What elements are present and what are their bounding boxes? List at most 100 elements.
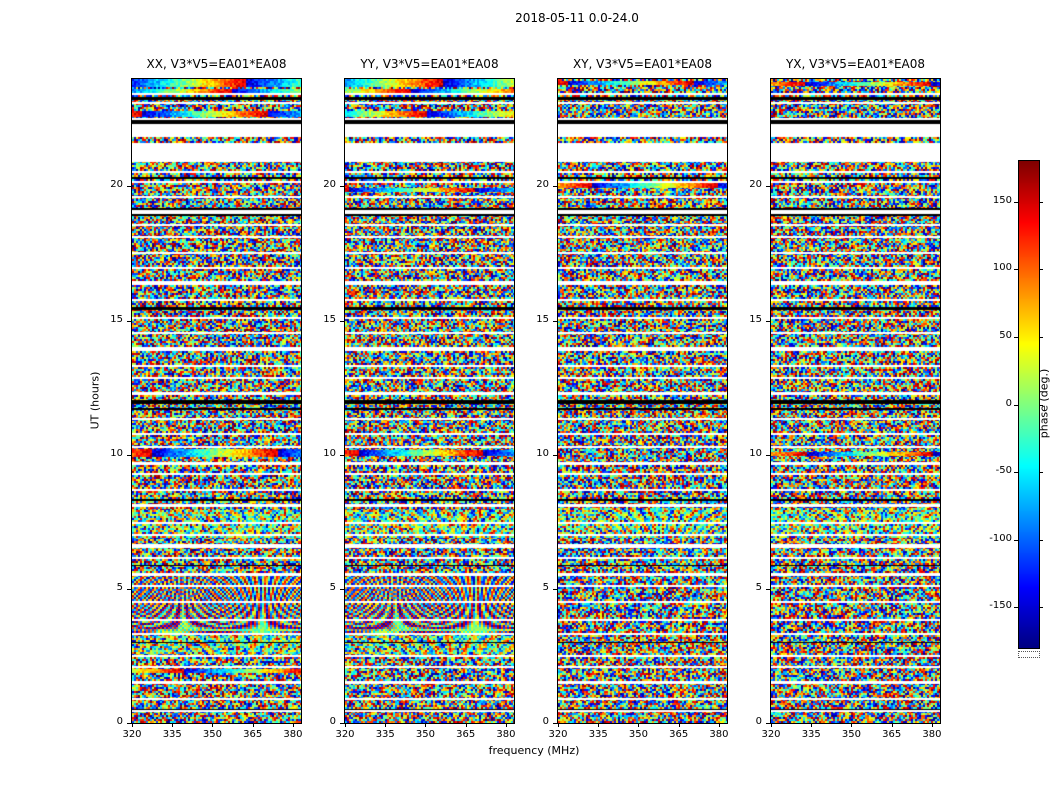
- panel-title: YY, V3*V5=EA01*EA08: [360, 57, 499, 71]
- x-tick: [345, 723, 346, 727]
- x-tick-label: 380: [283, 729, 303, 740]
- y-tick-label: 5: [329, 581, 336, 593]
- y-tick: [127, 320, 131, 322]
- y-tick-label: 0: [755, 716, 762, 727]
- x-tick: [385, 723, 387, 727]
- y-tick: [127, 186, 131, 188]
- y-tick: [127, 454, 131, 456]
- x-tick-label: 320: [761, 729, 781, 740]
- y-tick-label: 20: [536, 179, 549, 191]
- y-tick: [553, 320, 557, 322]
- colorbar-tick: [1014, 607, 1018, 609]
- x-tick: [718, 723, 720, 727]
- x-tick-label: 380: [709, 729, 729, 740]
- x-tick: [212, 723, 214, 727]
- x-tick: [465, 723, 467, 727]
- colorbar-tick: [1039, 336, 1043, 338]
- colorbar-tick: [1014, 539, 1018, 541]
- x-axis-label: frequency (MHz): [488, 744, 580, 757]
- y-tick-label: 15: [749, 313, 762, 325]
- colorbar-tick: [1039, 539, 1043, 541]
- y-tick: [340, 723, 344, 724]
- waterfall-panel-xy: XY, V3*V5=EA01*EA08 320 335 350 365 380 0 5 10 15…: [536, 57, 728, 740]
- colorbar-tick: [1039, 472, 1043, 474]
- y-tick: [766, 454, 770, 456]
- x-tick-label: 365: [669, 729, 689, 740]
- phase-waterfall-canvas: [771, 79, 940, 723]
- y-tick: [127, 723, 131, 724]
- y-tick-label: 15: [323, 313, 336, 325]
- x-tick: [638, 723, 640, 727]
- y-tick-label: 20: [749, 179, 762, 191]
- x-tick-label: 335: [162, 729, 182, 740]
- waterfall-panel-xx: XX, V3*V5=EA01*EA08 320 335 350 365 380 0 5 10 15…: [110, 57, 302, 740]
- colorbar: 150 100 50 0 -50 -100 -150: [989, 160, 1043, 649]
- y-tick: [340, 454, 344, 456]
- y-tick: [340, 186, 344, 188]
- x-tick-label: 320: [548, 729, 568, 740]
- y-tick: [766, 186, 770, 188]
- colorbar-tick: [1039, 269, 1043, 271]
- y-tick: [127, 588, 131, 590]
- x-tick-label: 320: [335, 729, 355, 740]
- x-tick: [811, 723, 813, 727]
- x-tick: [771, 723, 772, 727]
- y-tick-label: 20: [110, 179, 123, 191]
- x-tick: [172, 723, 174, 727]
- colorbar-tick: [1014, 472, 1018, 474]
- x-tick-label: 335: [588, 729, 608, 740]
- y-tick-label: 10: [749, 447, 762, 459]
- x-tick: [292, 723, 294, 727]
- x-tick: [252, 723, 254, 727]
- x-tick-label: 350: [841, 729, 862, 740]
- y-tick-label: 0: [116, 716, 123, 727]
- x-tick: [558, 723, 559, 727]
- figure-title: 2018-05-11 0.0-24.0: [515, 11, 639, 25]
- y-tick-label: 0: [329, 716, 336, 727]
- waterfall-panel-yy: YY, V3*V5=EA01*EA08 320 335 350 365 380 0 5 10 15…: [323, 57, 515, 740]
- y-tick-label: 10: [323, 447, 336, 459]
- y-tick: [553, 454, 557, 456]
- y-tick-label: 5: [542, 581, 549, 593]
- x-tick: [598, 723, 600, 727]
- phase-waterfall-canvas: [345, 79, 514, 723]
- y-tick-label: 10: [110, 447, 123, 459]
- x-tick-label: 350: [415, 729, 436, 740]
- x-tick: [931, 723, 933, 727]
- colorbar-tick: [1039, 201, 1043, 203]
- x-tick: [851, 723, 853, 727]
- y-axis-label: UT (hours): [88, 371, 102, 430]
- x-tick-label: 350: [202, 729, 223, 740]
- y-tick: [553, 186, 557, 188]
- y-tick: [766, 588, 770, 590]
- x-tick-label: 380: [496, 729, 516, 740]
- y-tick: [553, 588, 557, 590]
- colorbar-label: phase (deg.): [1037, 368, 1050, 439]
- x-tick-label: 320: [122, 729, 142, 740]
- colorbar-tick: [1039, 404, 1043, 406]
- x-tick-label: 365: [882, 729, 902, 740]
- colorbar-tick-label: -100: [989, 532, 1012, 544]
- colorbar-tick-label: 50: [999, 329, 1012, 341]
- x-tick-label: 335: [375, 729, 395, 740]
- y-tick-label: 5: [116, 581, 123, 593]
- y-tick-label: 20: [323, 179, 336, 191]
- colorbar-tick: [1039, 607, 1043, 609]
- x-tick-label: 335: [801, 729, 821, 740]
- y-tick-label: 0: [542, 716, 549, 727]
- x-tick-label: 365: [243, 729, 263, 740]
- colorbar-tick: [1014, 404, 1018, 406]
- y-tick-label: 5: [755, 581, 762, 593]
- colorbar-tick: [1014, 201, 1018, 203]
- y-tick: [766, 723, 770, 724]
- y-tick: [340, 320, 344, 322]
- panel-title: YX, V3*V5=EA01*EA08: [785, 57, 926, 71]
- y-tick: [553, 723, 557, 724]
- colorbar-flagged-extension: [1018, 651, 1040, 658]
- x-tick-label: 365: [456, 729, 476, 740]
- x-tick: [132, 723, 133, 727]
- waterfall-panel-yx: YX, V3*V5=EA01*EA08 320 335 350 365 380 0 5 10 15…: [749, 57, 941, 740]
- y-tick-label: 15: [110, 313, 123, 325]
- x-tick: [505, 723, 507, 727]
